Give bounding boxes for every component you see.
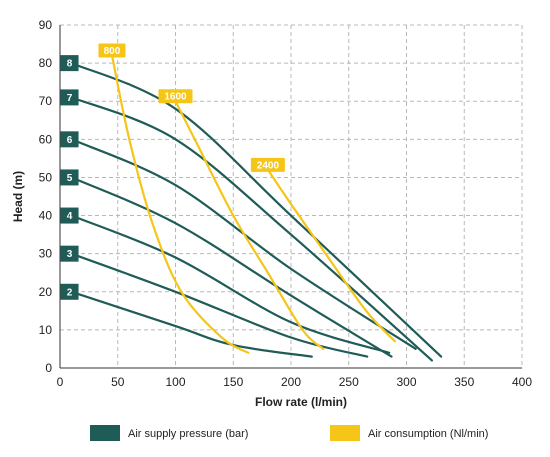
pressure-badge-text: 4 [67, 211, 73, 222]
y-tick-label: 30 [39, 247, 53, 261]
legend-label: Air consumption (Nl/min) [368, 428, 488, 440]
y-tick-label: 0 [45, 361, 52, 375]
pressure-curve-2 [70, 290, 313, 358]
consumption-badge [98, 43, 126, 58]
consumption-badge [250, 157, 285, 172]
consumption-label-2400: 2400 [250, 157, 285, 172]
y-tick-label: 40 [39, 209, 53, 223]
pressure-badge [60, 55, 79, 72]
series-layer [70, 54, 443, 362]
pressure-badge-text: 5 [67, 173, 73, 184]
pressure-curve-3 [70, 252, 369, 358]
labels-layer: 8 7 6 5 4 3 2 800 1600 2400 [60, 43, 285, 300]
legend: Air supply pressure (bar) Air consumption… [90, 425, 488, 441]
pressure-label-8: 8 [60, 55, 79, 72]
grid [60, 24, 523, 368]
consumption-label-800: 800 [98, 43, 126, 58]
y-tick-label: 70 [39, 94, 53, 108]
y-tick-label: 80 [39, 56, 53, 70]
pressure-badge [60, 169, 79, 186]
pressure-curve-8 [70, 62, 443, 358]
pressure-badge-text: 2 [67, 287, 73, 298]
consumption-badge-text: 800 [104, 46, 121, 57]
pressure-label-6: 6 [60, 131, 79, 148]
pressure-badge [60, 89, 79, 106]
pressure-label-5: 5 [60, 169, 79, 186]
consumption-curve-2400 [266, 168, 396, 343]
consumption-curve-800 [110, 54, 250, 354]
x-axis-title: Flow rate (l/min) [255, 395, 347, 409]
pressure-badge [60, 207, 79, 224]
y-tick-label: 60 [39, 132, 53, 146]
pressure-badge [60, 131, 79, 148]
pressure-label-4: 4 [60, 207, 79, 224]
x-tick-label: 300 [396, 375, 416, 389]
pressure-label-2: 2 [60, 283, 79, 300]
legend-label: Air supply pressure (bar) [128, 428, 248, 440]
pressure-badge [60, 245, 79, 262]
pressure-curve-6 [70, 138, 417, 350]
x-tick-label: 50 [111, 375, 125, 389]
pressure-curve-5 [70, 176, 393, 358]
y-tick-label: 90 [39, 18, 53, 32]
y-tick-label: 20 [39, 285, 53, 299]
y-tick-label: 50 [39, 170, 53, 184]
pressure-label-7: 7 [60, 89, 79, 106]
pressure-curve-4 [70, 214, 391, 354]
consumption-label-1600: 1600 [158, 89, 193, 104]
x-tick-label: 200 [281, 375, 301, 389]
axes: 0 50 100 150 200 250 300 350 400 0 10 20 30 40 50 60 70 8… [11, 18, 532, 409]
pressure-label-3: 3 [60, 245, 79, 262]
pressure-curve-7 [70, 96, 433, 362]
pressure-badge-text: 8 [67, 59, 73, 70]
x-tick-label: 150 [223, 375, 243, 389]
y-axis-title: Head (m) [11, 171, 25, 222]
pressure-badge [60, 283, 79, 300]
consumption-curve-1600 [174, 100, 325, 350]
consumption-badge [158, 89, 193, 104]
x-tick-label: 400 [512, 375, 532, 389]
pressure-badge-text: 3 [67, 249, 73, 260]
legend-item-2: Air consumption (Nl/min) [330, 425, 488, 441]
pressure-badge-text: 7 [67, 93, 73, 104]
legend-swatch [330, 425, 360, 441]
x-tick-label: 0 [57, 375, 64, 389]
x-tick-label: 100 [165, 375, 185, 389]
x-tick-label: 350 [454, 375, 474, 389]
consumption-badge-text: 2400 [257, 160, 280, 171]
y-tick-label: 10 [39, 323, 53, 337]
legend-item-1: Air supply pressure (bar) [90, 425, 248, 441]
legend-swatch [90, 425, 120, 441]
consumption-badge-text: 1600 [164, 92, 187, 103]
x-tick-label: 250 [339, 375, 359, 389]
pressure-badge-text: 6 [67, 135, 73, 146]
